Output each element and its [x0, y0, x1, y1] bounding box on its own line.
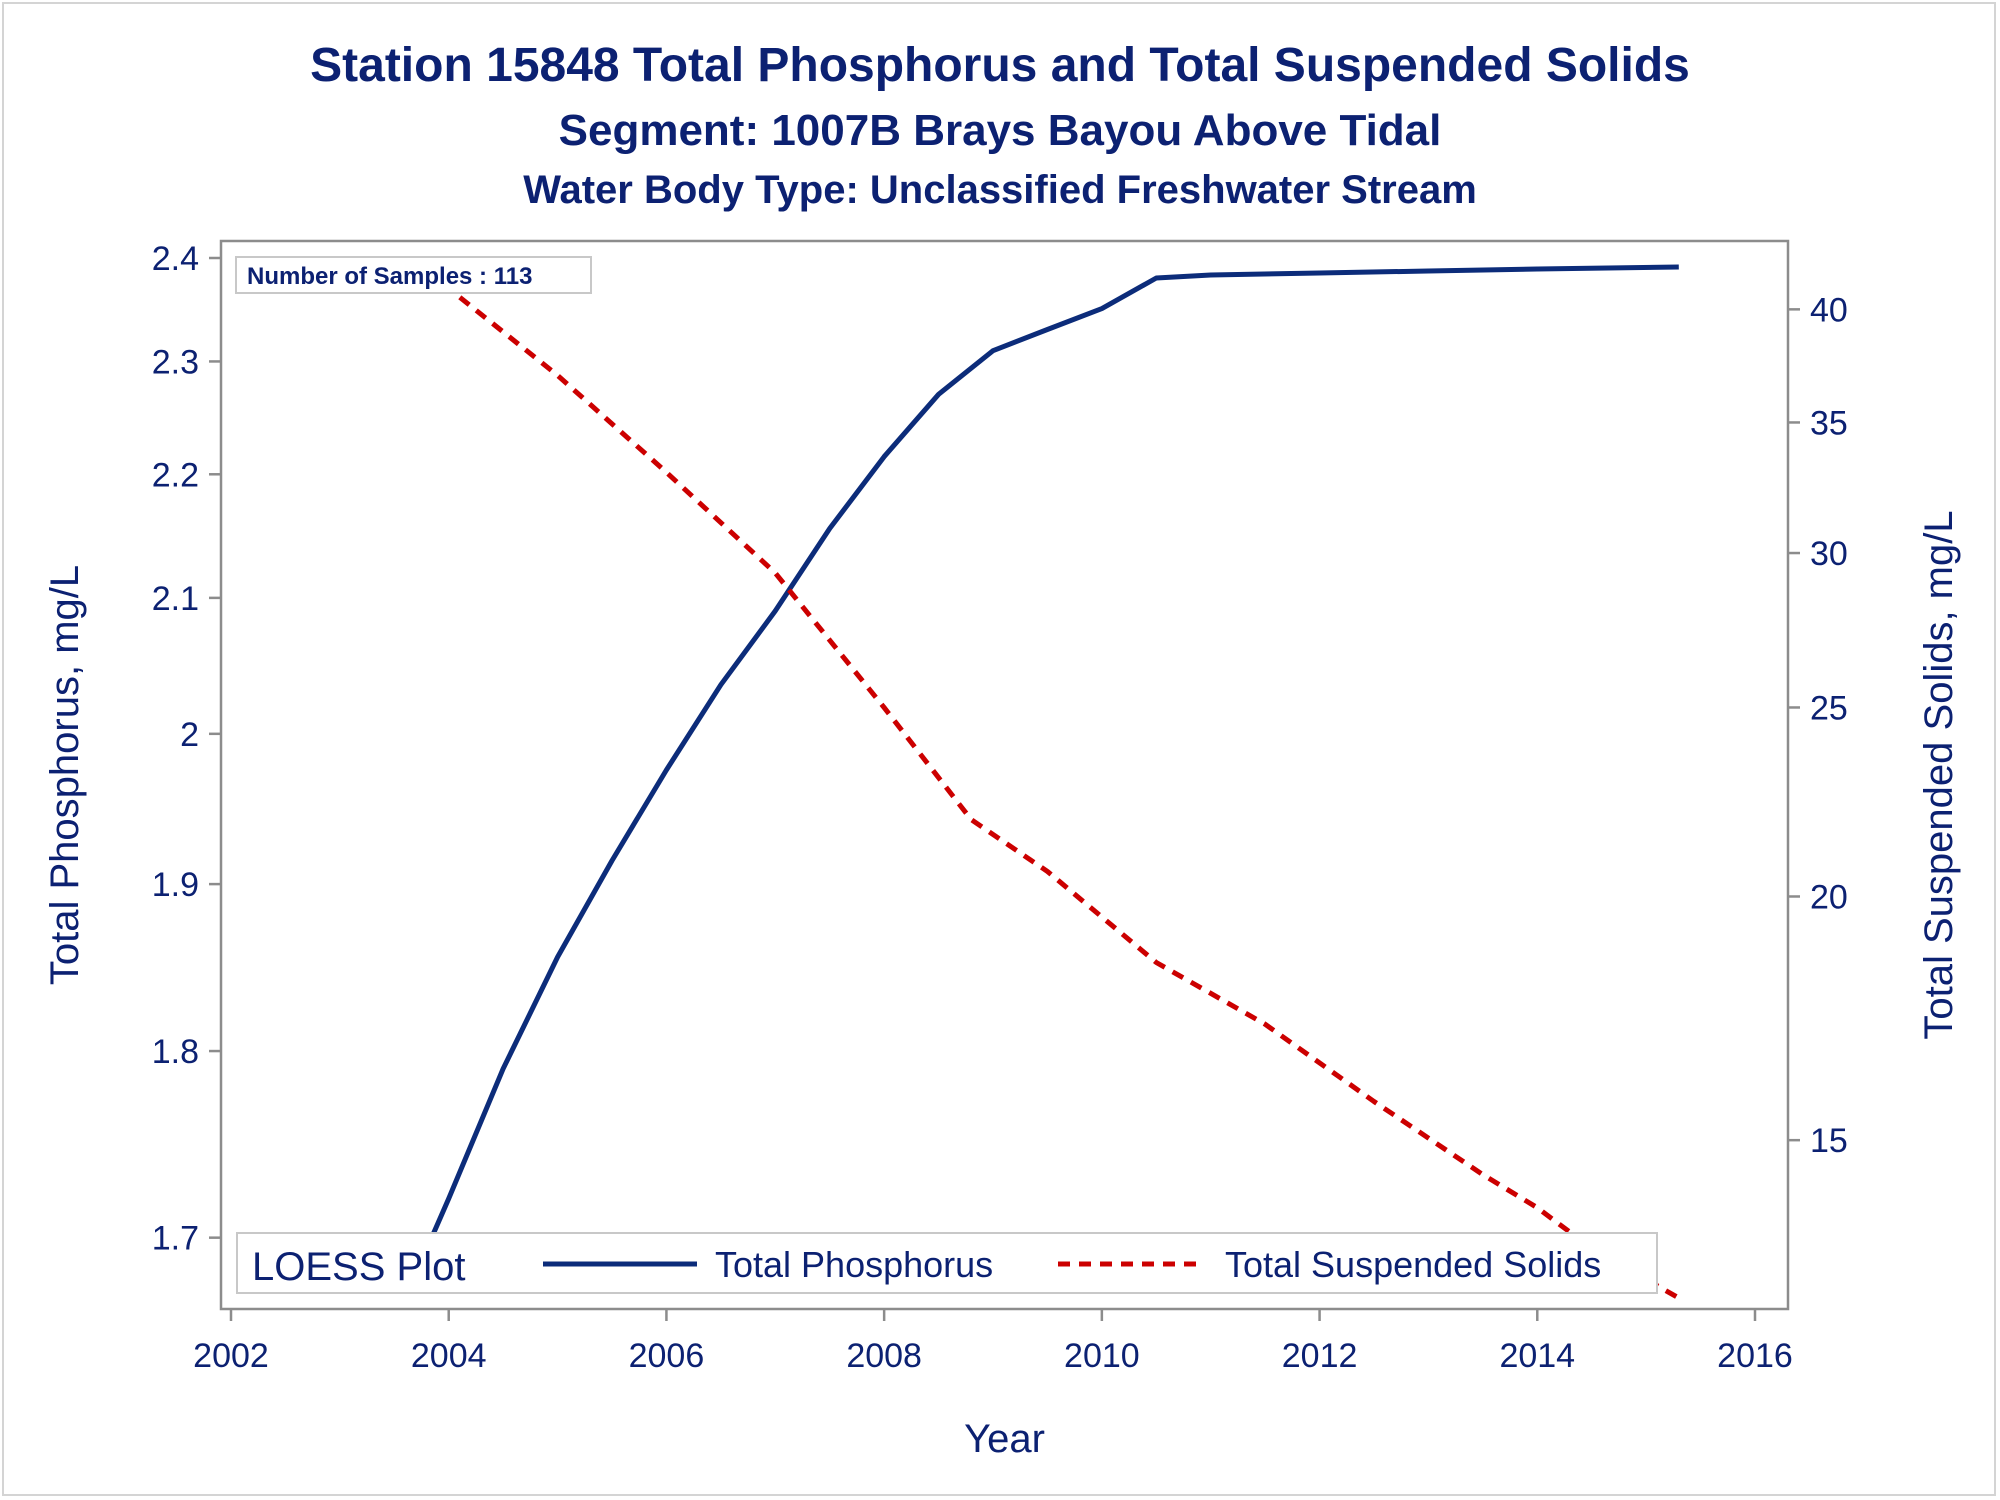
sample-count-box: Number of Samples : 113 — [235, 256, 592, 294]
y-tick-label: 2 — [180, 716, 199, 754]
legend-label-phosphorus: Total Phosphorus — [715, 1244, 993, 1285]
y2-tick-label: 15 — [1810, 1122, 1848, 1160]
series-line-tss — [409, 256, 1681, 1301]
y-tick-label: 2.2 — [152, 456, 199, 494]
series-line-phosphorus — [408, 264, 1679, 1287]
x-tick-label: 2010 — [1064, 1337, 1140, 1375]
y2-tick-label: 20 — [1810, 878, 1848, 916]
x-tick-label: 2002 — [193, 1337, 269, 1375]
y2-axis-label: Total Suspended Solids, mg/L — [1917, 510, 1961, 1039]
x-tick-label: 2012 — [1282, 1337, 1358, 1375]
y-tick-label: 2.1 — [152, 580, 199, 618]
x-axis-label: Year — [964, 1417, 1045, 1461]
y-axis: 1.7 1.8 1.9 2 2.1 2.2 2.3 2.4 — [152, 240, 221, 1258]
y2-tick-label: 40 — [1810, 291, 1848, 329]
x-axis: 2002 2004 2006 2008 2010 2012 2014 2016 — [193, 1309, 1793, 1375]
y2-tick-label: 25 — [1810, 689, 1848, 727]
sample-count-label: Number of Samples : 113 — [247, 263, 532, 290]
y2-tick-label: 30 — [1810, 535, 1848, 573]
y-tick-label: 1.8 — [152, 1033, 199, 1071]
x-tick-label: 2008 — [846, 1337, 922, 1375]
y-axis-label: Total Phosphorus, mg/L — [43, 565, 87, 985]
x-tick-label: 2014 — [1499, 1337, 1575, 1375]
chart-title: Station 15848 Total Phosphorus and Total… — [310, 39, 1690, 92]
y-tick-label: 2.3 — [152, 343, 199, 381]
legend-label-tss: Total Suspended Solids — [1225, 1244, 1601, 1285]
y-tick-label: 2.4 — [152, 240, 199, 278]
x-tick-label: 2006 — [629, 1337, 705, 1375]
y-tick-label: 1.7 — [152, 1220, 199, 1258]
x-tick-label: 2016 — [1717, 1337, 1793, 1375]
legend-title: LOESS Plot — [252, 1245, 465, 1289]
y2-tick-label: 35 — [1810, 404, 1848, 442]
plot-area — [219, 239, 1790, 1311]
y-tick-label: 1.9 — [152, 866, 199, 904]
chart-subtitle: Segment: 1007B Brays Bayou Above Tidal — [558, 106, 1442, 155]
y2-axis: 15 20 25 30 35 40 — [1788, 291, 1848, 1160]
legend: LOESS Plot Total Phosphorus Total Suspen… — [236, 1232, 1658, 1294]
chart-subtitle-2: Water Body Type: Unclassified Freshwater… — [523, 168, 1477, 212]
x-tick-label: 2004 — [411, 1337, 487, 1375]
series-layer — [408, 256, 1681, 1301]
